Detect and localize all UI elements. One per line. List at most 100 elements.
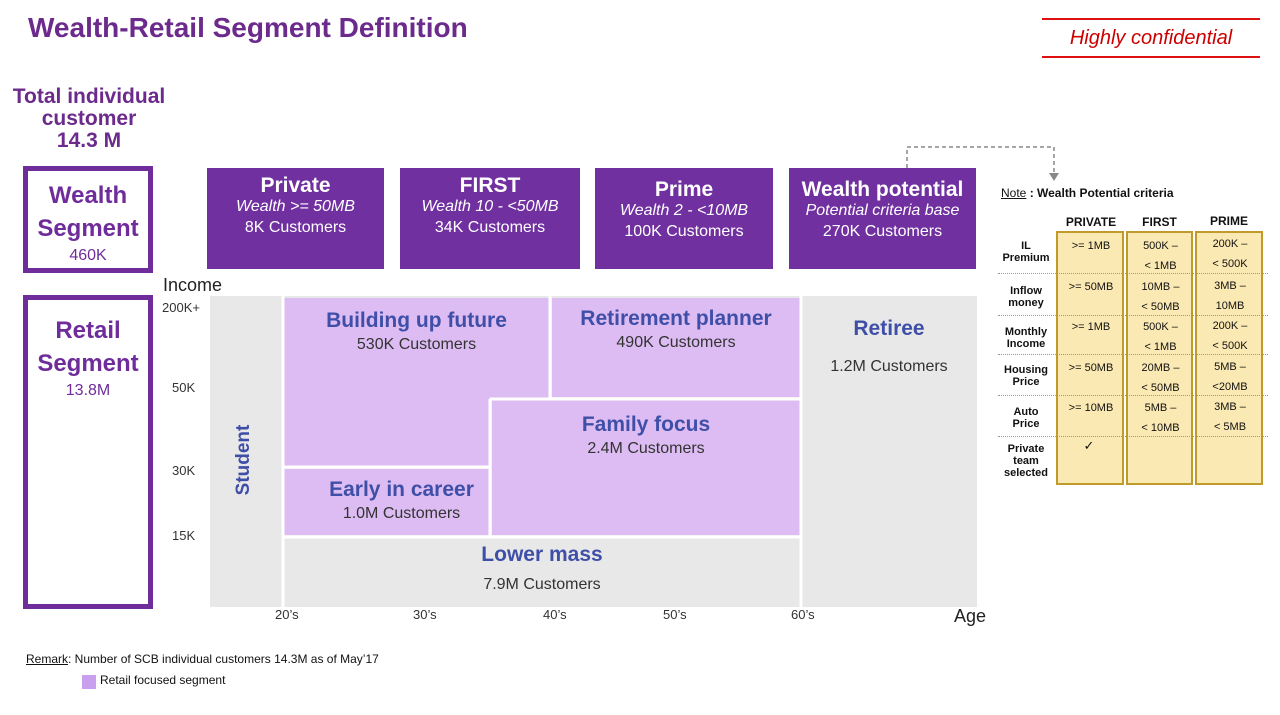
criteria-cell: 200K – < 500K	[1197, 234, 1263, 274]
segment-title: Early in career	[329, 478, 474, 501]
segment-retiree: Retiree 1.2M Customers	[803, 298, 975, 598]
segment-count: 2.4M Customers	[587, 440, 705, 457]
wealth-card-subtitle: Potential criteria base	[805, 202, 960, 219]
y-tick-15k: 15K	[172, 528, 196, 543]
criteria-row-label-line: Auto	[1013, 406, 1039, 418]
criteria-cell: >= 10MB	[1068, 402, 1114, 414]
segment-lower-mass: Lower mass 7.9M Customers	[284, 538, 800, 604]
y-tick-30k: 30K	[172, 463, 196, 478]
segment-title: Family focus	[581, 413, 711, 436]
criteria-cell-line: < 50MB	[1141, 382, 1180, 394]
criteria-cell: 5MB – < 10MB	[1128, 398, 1193, 438]
criteria-cell-line: 200K –	[1212, 238, 1248, 250]
criteria-note-label: Note	[1001, 186, 1027, 200]
segment-title: Retirement planner	[580, 307, 772, 330]
criteria-row-label-monthly-income: Monthly Income	[998, 326, 1054, 350]
wealth-segment-box: Wealth Segment 460K	[23, 166, 153, 273]
criteria-row-label-line: Monthly	[1004, 326, 1048, 338]
total-customers: Total individual customer 14.3 M	[8, 86, 170, 152]
retail-segment-box: Retail Segment 13.8M	[23, 295, 153, 609]
criteria-row-label-il-premium: IL Premium	[998, 240, 1054, 264]
criteria-cell: >= 50MB	[1068, 281, 1114, 293]
segment-count: 490K Customers	[616, 334, 736, 351]
segment-count: 7.9M Customers	[483, 576, 601, 593]
segment-title: Retiree	[853, 317, 925, 340]
criteria-row-label-line: team	[1013, 455, 1039, 467]
wealth-card-count: 270K Customers	[822, 223, 943, 240]
remark: Remark: Number of SCB individual custome…	[26, 652, 379, 666]
confidential-banner: Highly confidential	[1042, 18, 1260, 58]
confidential-label: Highly confidential	[1069, 27, 1233, 49]
wealth-card-subtitle: Wealth >= 50MB	[236, 198, 355, 215]
criteria-note: Note : Wealth Potential criteria	[1001, 186, 1174, 200]
criteria-cell: 10MB – < 50MB	[1128, 277, 1193, 317]
x-axis-title: Age	[954, 606, 987, 626]
criteria-cell-line: 10MB	[1215, 300, 1245, 312]
criteria-row-label-line: selected	[1003, 467, 1049, 479]
segment-building-up-future: Building up future 530K Customers	[284, 298, 549, 398]
criteria-row-label-housing-price: Housing Price	[998, 364, 1054, 388]
segment-early-in-career: Early in career 1.0M Customers	[284, 469, 489, 535]
criteria-cell: 20MB – < 50MB	[1128, 358, 1193, 398]
criteria-header-first: FIRST	[1142, 215, 1177, 229]
criteria-row-label-line: Inflow	[1010, 285, 1042, 297]
wealth-card-title: FIRST	[459, 174, 521, 197]
wealth-segment-count: 460K	[69, 247, 107, 264]
criteria-cell-line: < 1MB	[1144, 260, 1177, 272]
x-tick-60s: 60’s	[791, 607, 815, 622]
criteria-header-private: PRIVATE	[1065, 215, 1117, 229]
segment-count: 530K Customers	[356, 336, 477, 353]
criteria-cell: 3MB – < 5MB	[1197, 397, 1263, 437]
y-tick-200k: 200K+	[162, 300, 200, 315]
x-tick-40s: 40’s	[543, 607, 567, 622]
criteria-cell: 500K – < 1MB	[1128, 236, 1193, 276]
criteria-cell-line: 5MB –	[1144, 402, 1177, 414]
criteria-cell-line: < 500K	[1212, 340, 1248, 352]
wealth-card-potential: Wealth potential Potential criteria base…	[789, 168, 976, 269]
wealth-card-count: 100K Customers	[624, 223, 744, 240]
page-title: Wealth-Retail Segment Definition	[28, 12, 468, 43]
segment-count: 1.2M Customers	[830, 358, 948, 375]
criteria-cell-line: 20MB –	[1141, 362, 1180, 374]
criteria-row-divider	[998, 354, 1268, 355]
retail-segment-line-2: Segment	[37, 350, 139, 377]
criteria-row-label-line: Housing	[1004, 364, 1048, 376]
segment-count: 1.0M Customers	[342, 505, 461, 522]
criteria-cell-line: < 10MB	[1141, 422, 1180, 434]
legend-swatch	[82, 675, 96, 689]
criteria-note-text: : Wealth Potential criteria	[1026, 186, 1174, 200]
total-line-1: Total individual	[12, 85, 166, 108]
wealth-card-private: Private Wealth >= 50MB 8K Customers	[207, 168, 384, 269]
criteria-row-divider	[998, 273, 1268, 274]
segment-building-up-future-lower	[284, 398, 489, 466]
criteria-cell-line: 10MB –	[1141, 281, 1180, 293]
wealth-card-subtitle: Wealth 2 - <10MB	[619, 202, 749, 219]
remark-text: : Number of SCB individual customers 14.…	[68, 652, 379, 666]
criteria-row-label-line: money	[1008, 297, 1044, 309]
criteria-row-label-line: Premium	[1002, 252, 1050, 264]
criteria-header-prime: PRIME	[1209, 214, 1248, 228]
x-tick-30s: 30’s	[413, 607, 437, 622]
criteria-row-label-line: Income	[1006, 338, 1046, 350]
segment-title: Lower mass	[481, 543, 603, 566]
wealth-card-count: 34K Customers	[434, 219, 546, 236]
wealth-card-first: FIRST Wealth 10 - <50MB 34K Customers	[400, 168, 580, 269]
criteria-row-divider	[998, 315, 1268, 316]
criteria-cell: >= 1MB	[1071, 240, 1111, 252]
segment-family-focus: Family focus 2.4M Customers	[492, 400, 800, 535]
criteria-cell-line: < 500K	[1212, 258, 1248, 270]
y-axis-title: Income	[163, 275, 223, 295]
criteria-row-label-private-team-selected: Private team selected	[998, 443, 1054, 479]
criteria-cell-line: < 50MB	[1141, 301, 1180, 313]
wealth-card-title: Private	[260, 174, 331, 197]
wealth-card-title: Prime	[654, 178, 714, 201]
wealth-card-count: 8K Customers	[244, 219, 347, 236]
total-line-2: customer	[41, 107, 137, 130]
criteria-cell-line: 500K –	[1143, 321, 1178, 333]
remark-label: Remark	[26, 652, 69, 666]
criteria-cell-line: 5MB –	[1214, 361, 1246, 373]
wealth-card-prime: Prime Wealth 2 - <10MB 100K Customers	[595, 168, 773, 269]
criteria-cell: >= 50MB	[1068, 362, 1114, 374]
wealth-segment-line-2: Segment	[37, 215, 139, 242]
criteria-row-label-line: Price	[1012, 418, 1040, 430]
